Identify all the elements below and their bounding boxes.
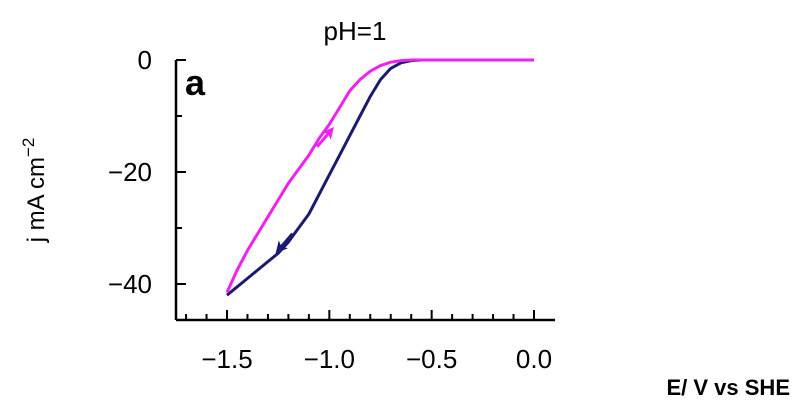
arrow-group xyxy=(275,126,334,254)
x-tick-label: −1.0 xyxy=(304,344,355,374)
direction-arrow-reverse xyxy=(315,126,334,148)
panel-label: a xyxy=(185,62,206,103)
series-line-forward xyxy=(226,58,534,297)
x-axis-label: E/ V vs SHE xyxy=(666,375,790,400)
y-axis-label-main: j mA cm xyxy=(23,157,50,243)
axes xyxy=(174,60,555,322)
x-tick-label: 0.0 xyxy=(516,344,552,374)
x-tick-label: −1.5 xyxy=(201,344,252,374)
tick-labels: −1.5 −1.0 −0.5 0.0 0 −20 −40 xyxy=(108,45,552,374)
chart-title: pH=1 xyxy=(324,16,387,46)
ticks xyxy=(176,59,535,320)
series-line-reverse xyxy=(225,58,534,294)
y-tick-label: −20 xyxy=(108,157,152,187)
series-group xyxy=(225,58,534,297)
y-axis-label-superscript: −2 xyxy=(19,138,38,157)
y-tick-label: 0 xyxy=(138,45,152,75)
direction-arrow-forward xyxy=(275,232,294,254)
y-tick-label: −40 xyxy=(108,269,152,299)
y-axis-label: j mA cm−2 xyxy=(19,138,50,244)
x-tick-label: −0.5 xyxy=(406,344,457,374)
